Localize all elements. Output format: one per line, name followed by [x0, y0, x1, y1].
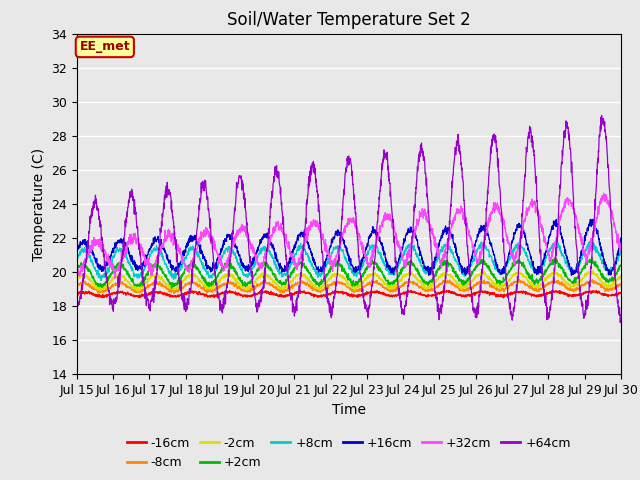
Y-axis label: Temperature (C): Temperature (C): [31, 147, 45, 261]
Text: EE_met: EE_met: [79, 40, 130, 53]
Title: Soil/Water Temperature Set 2: Soil/Water Temperature Set 2: [227, 11, 470, 29]
X-axis label: Time: Time: [332, 403, 366, 417]
Legend: -16cm, -8cm, -2cm, +2cm, +8cm, +16cm, +32cm, +64cm: -16cm, -8cm, -2cm, +2cm, +8cm, +16cm, +3…: [122, 432, 575, 474]
